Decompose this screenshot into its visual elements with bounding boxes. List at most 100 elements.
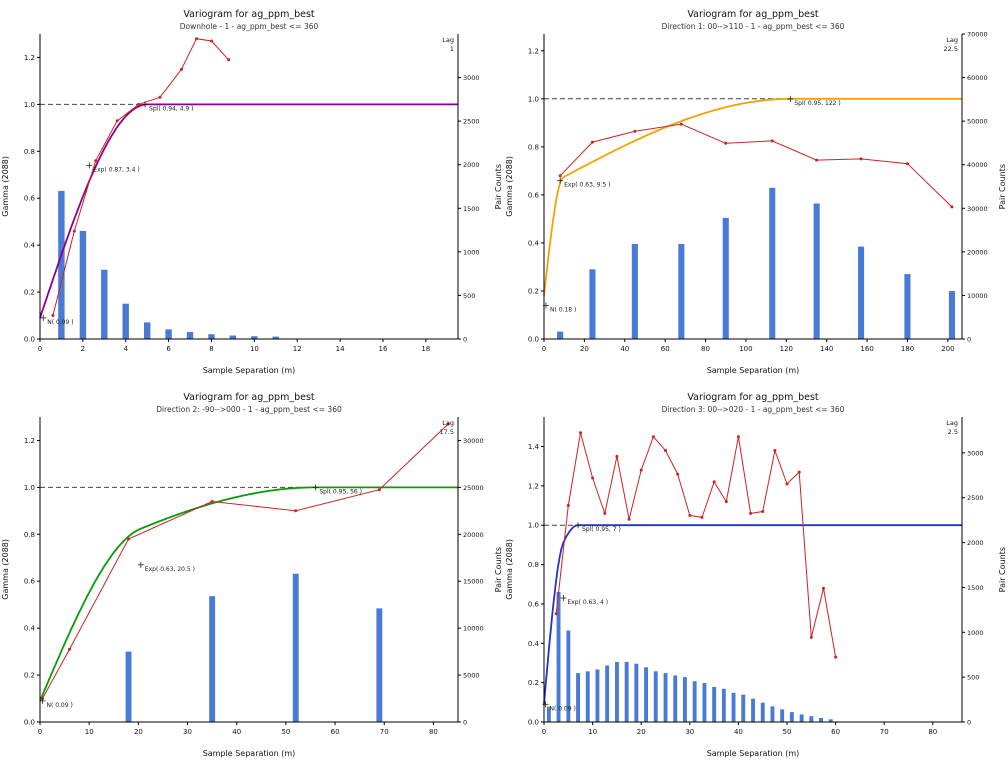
svg-text:20000: 20000 <box>967 248 988 256</box>
svg-text:80: 80 <box>701 345 710 353</box>
variogram-panel-direction3: Spl( 0.95, 7 ) Exp( 0.63, 4 ) N( 0.09 ) 0 10… <box>504 383 1008 766</box>
svg-text:160: 160 <box>860 345 873 353</box>
model-annotation: N( 0.09 ) <box>39 697 73 709</box>
lag-indicator: Lag 1 <box>442 36 454 55</box>
svg-text:15000: 15000 <box>463 578 484 586</box>
svg-text:40: 40 <box>232 728 241 736</box>
lag-indicator: Lag 2.5 <box>946 419 958 438</box>
experimental-point-marker <box>72 229 76 233</box>
svg-text:1.0: 1.0 <box>528 522 539 530</box>
experimental-point-marker <box>651 435 655 439</box>
model-annotation: N( 0.09 ) <box>542 701 576 712</box>
svg-text:0.2: 0.2 <box>24 289 35 297</box>
svg-text:60: 60 <box>831 728 840 736</box>
model-variogram-curve <box>39 486 458 702</box>
svg-text:200: 200 <box>941 345 954 353</box>
model-annotation: Spl( 0.95, 56 ) <box>312 484 362 495</box>
variogram-panel-direction1: Spl( 0.95, 122 ) Exp( 0.63, 9.5 ) N( 0.18 … <box>504 0 1008 383</box>
svg-text:30: 30 <box>685 728 694 736</box>
experimental-point-marker <box>227 58 231 62</box>
tick-labels: 0 10 20 30 40 50 60 70 80 0.0 0.2 0.4 0.6 0.8 1.0 1.2 0 5… <box>24 437 484 736</box>
experimental-point-marker <box>809 635 813 639</box>
experimental-point-marker <box>797 470 801 474</box>
svg-text:120: 120 <box>780 345 793 353</box>
svg-text:40000: 40000 <box>967 161 988 169</box>
experimental-point-marker <box>446 422 450 426</box>
axes <box>541 417 965 725</box>
svg-text:0: 0 <box>967 336 971 344</box>
experimental-point-marker <box>633 129 637 133</box>
svg-text:20: 20 <box>580 345 589 353</box>
experimental-point-marker <box>834 655 838 659</box>
model-annotation: N( 0.09 ) <box>40 314 74 326</box>
variogram-plot-svg: Spl( 0.95, 7 ) Exp( 0.63, 4 ) N( 0.09 ) 0 10… <box>528 417 984 736</box>
chart-title: Variogram for ag_ppm_best <box>183 9 315 20</box>
svg-text:Exp( 0.87, 3.4 ): Exp( 0.87, 3.4 ) <box>93 166 139 173</box>
experimental-point-marker <box>554 612 558 616</box>
gamma-axis-label: Gamma (2088) <box>1 156 10 217</box>
svg-text:10: 10 <box>588 728 597 736</box>
x-axis-label: Sample Separation (m) <box>202 366 296 375</box>
svg-text:N( 0.09 ): N( 0.09 ) <box>549 705 575 712</box>
pair-count-bars <box>557 187 955 339</box>
y-axis-label-right: Pair Counts <box>494 417 503 722</box>
y-axis-label-left: Gamma (2088) <box>505 34 514 339</box>
tick-labels: 0 2 4 6 8 10 12 14 16 18 0.0 0.2 0.4 0.6 0.8 1.0 1.2 0 500… <box>24 54 480 353</box>
svg-text:1500: 1500 <box>463 205 480 213</box>
svg-text:8: 8 <box>209 345 213 353</box>
experimental-point-marker <box>736 435 740 439</box>
variogram-plot-svg: Spl( 0.95, 56 ) Exp( 0.63, 20.5 ) N( 0.09 … <box>24 417 484 736</box>
pair-counts-axis-label: Pair Counts <box>494 163 503 210</box>
experimental-point-marker <box>210 500 214 503</box>
model-annotation: Exp( 0.87, 3.4 ) <box>86 162 140 173</box>
experimental-point-marker <box>127 537 130 541</box>
lag-value: 1 <box>449 45 454 54</box>
experimental-point-marker <box>591 140 594 144</box>
svg-text:1.0: 1.0 <box>24 484 35 492</box>
experimental-point-marker <box>627 517 631 521</box>
experimental-line <box>555 432 837 658</box>
pair-count-bars <box>546 591 833 723</box>
model-annotation: Spl( 0.94, 4.9 ) <box>142 101 194 112</box>
svg-text:10000: 10000 <box>967 292 988 300</box>
experimental-point-marker <box>210 39 213 43</box>
lag-indicator: Lag 22.5 <box>944 36 958 55</box>
lag-label: Lag <box>946 419 958 427</box>
experimental-point-marker <box>815 158 819 162</box>
svg-text:70: 70 <box>380 728 389 736</box>
svg-text:0.0: 0.0 <box>24 719 35 727</box>
experimental-point-marker <box>615 454 619 458</box>
gamma-axis-label: Gamma (2088) <box>505 539 514 600</box>
experimental-point-marker <box>639 468 643 472</box>
variogram-plot-svg: Spl( 0.94, 4.9 ) Exp( 0.87, 3.4 ) N( 0.09 … <box>24 34 480 353</box>
experimental-point-marker <box>195 37 198 41</box>
svg-text:14: 14 <box>336 345 345 353</box>
svg-text:60: 60 <box>661 345 670 353</box>
svg-text:40: 40 <box>734 728 743 736</box>
experimental-point-marker <box>950 205 954 209</box>
model-annotation: Spl( 0.95, 122 ) <box>787 95 841 107</box>
svg-text:50: 50 <box>281 728 290 736</box>
svg-text:18: 18 <box>421 345 430 353</box>
svg-text:2: 2 <box>81 345 85 353</box>
experimental-point-marker <box>676 472 680 476</box>
variogram-plot-svg: Spl( 0.95, 122 ) Exp( 0.63, 9.5 ) N( 0.18 … <box>528 31 988 354</box>
x-axis-label: Sample Separation (m) <box>706 366 800 375</box>
y-axis-label-right: Pair Counts <box>998 34 1007 339</box>
experimental-point-marker <box>51 314 55 317</box>
axes <box>37 417 461 725</box>
experimental-point-marker <box>294 509 298 513</box>
lag-label: Lag <box>946 36 958 44</box>
svg-text:0: 0 <box>38 728 42 736</box>
svg-text:2000: 2000 <box>463 161 480 169</box>
svg-text:1.2: 1.2 <box>528 47 539 55</box>
experimental-point-marker <box>822 586 825 590</box>
chart-title: Variogram for ag_ppm_best <box>687 9 819 20</box>
svg-text:0: 0 <box>542 728 546 736</box>
gamma-axis-label: Gamma (2088) <box>1 539 10 600</box>
svg-text:3000: 3000 <box>463 74 480 82</box>
experimental-point-marker <box>94 159 98 163</box>
svg-text:80: 80 <box>429 728 438 736</box>
experimental-point-marker <box>180 67 183 71</box>
pair-count-bars <box>58 190 279 339</box>
